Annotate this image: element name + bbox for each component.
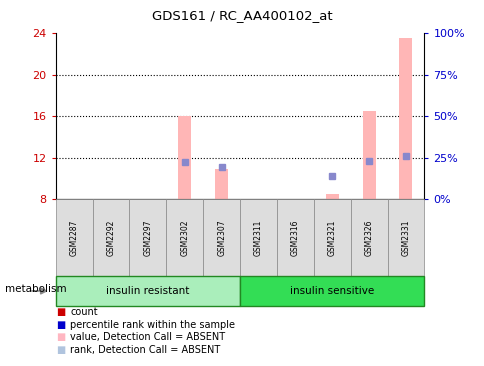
Text: GSM2292: GSM2292 — [106, 220, 115, 256]
Text: GSM2331: GSM2331 — [401, 220, 409, 256]
Text: value, Detection Call = ABSENT: value, Detection Call = ABSENT — [70, 332, 225, 343]
Bar — [362, 111, 375, 199]
Text: ■: ■ — [56, 320, 65, 330]
Text: GSM2326: GSM2326 — [364, 220, 373, 256]
Text: GSM2321: GSM2321 — [327, 220, 336, 256]
Bar — [215, 169, 227, 199]
Text: GDS161 / RC_AA400102_at: GDS161 / RC_AA400102_at — [152, 9, 332, 22]
Bar — [178, 116, 191, 199]
Text: GSM2297: GSM2297 — [143, 220, 152, 256]
Text: ■: ■ — [56, 332, 65, 343]
Text: insulin resistant: insulin resistant — [106, 286, 189, 296]
Bar — [325, 194, 338, 199]
Bar — [399, 38, 411, 199]
Text: metabolism: metabolism — [5, 284, 66, 294]
Text: GSM2287: GSM2287 — [70, 220, 78, 256]
Text: insulin sensitive: insulin sensitive — [289, 286, 374, 296]
Text: GSM2316: GSM2316 — [290, 220, 299, 256]
Text: ■: ■ — [56, 345, 65, 355]
Text: count: count — [70, 307, 98, 317]
Text: GSM2307: GSM2307 — [217, 220, 226, 256]
Text: rank, Detection Call = ABSENT: rank, Detection Call = ABSENT — [70, 345, 220, 355]
Text: GSM2311: GSM2311 — [254, 220, 262, 256]
Text: percentile rank within the sample: percentile rank within the sample — [70, 320, 235, 330]
Text: ■: ■ — [56, 307, 65, 317]
Text: GSM2302: GSM2302 — [180, 220, 189, 256]
